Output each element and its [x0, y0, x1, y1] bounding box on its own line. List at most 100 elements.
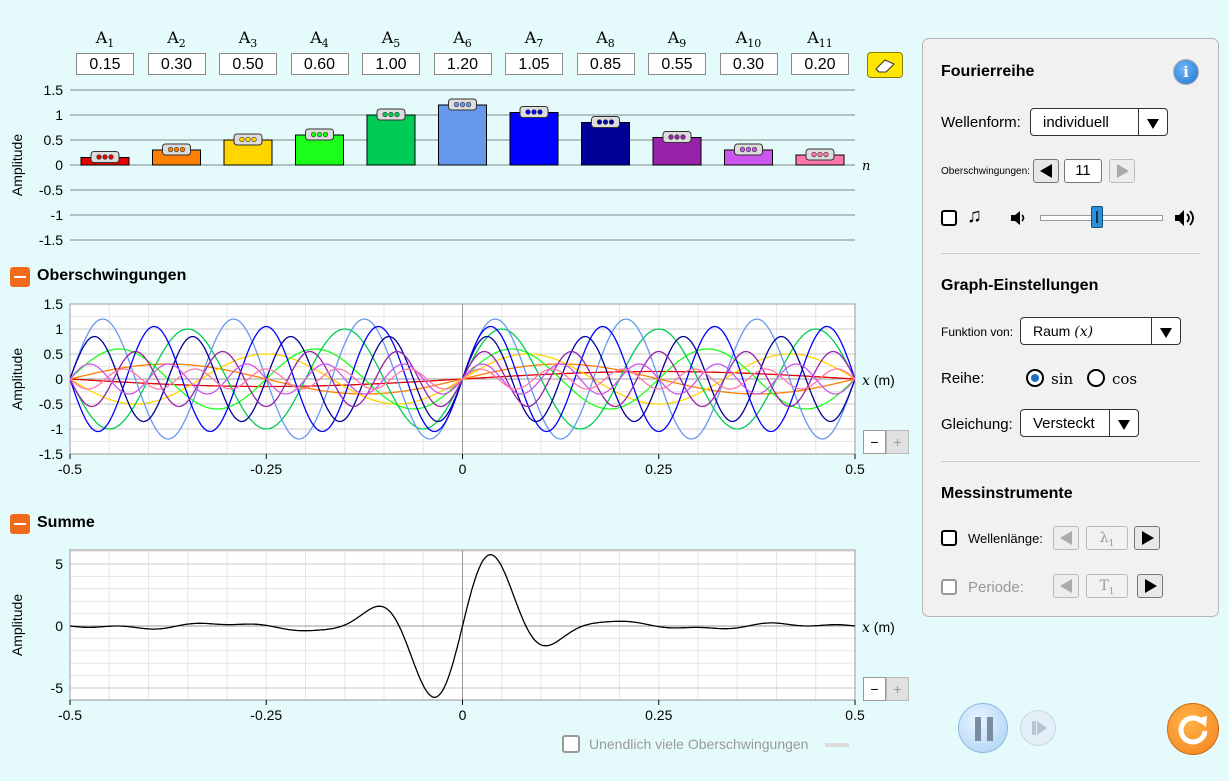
cos-label: cos — [1112, 370, 1138, 388]
amplitude-input[interactable]: 1.00 — [362, 53, 420, 75]
x-tick-label: 0 — [459, 461, 467, 477]
handle-dot — [96, 154, 102, 160]
y-tick-label: 0 — [55, 157, 63, 173]
amplitude-input[interactable]: 0.55 — [648, 53, 706, 75]
divider — [941, 253, 1200, 254]
amplitude-label: A1 — [95, 28, 115, 51]
function-select[interactable]: Raum (x) — [1020, 317, 1181, 345]
y-tick-label: 1 — [55, 107, 63, 123]
volume-slider-thumb[interactable] — [1091, 206, 1103, 228]
increase-harmonics-button[interactable] — [1109, 159, 1135, 183]
equation-value: Versteckt — [1033, 415, 1095, 432]
zoom-out-button[interactable]: − — [863, 430, 886, 454]
waveform-value: individuell — [1043, 114, 1109, 131]
handle-dot — [817, 151, 823, 158]
waveform-select[interactable]: individuell — [1030, 108, 1168, 136]
amplitude-input[interactable]: 0.50 — [219, 53, 277, 75]
step-icon — [1032, 721, 1036, 735]
zoom-out-button[interactable]: − — [863, 677, 886, 701]
reset-button[interactable] — [1167, 703, 1219, 755]
graph-settings-title: Graph-Einstellungen — [941, 277, 1099, 294]
x-axis-unit: (m) — [870, 619, 895, 635]
y-tick-label: -0.5 — [39, 396, 63, 412]
period-checkbox[interactable] — [941, 579, 957, 595]
handle-dot — [388, 111, 394, 118]
x-tick-label: -0.25 — [250, 461, 282, 477]
y-tick-label: 1.5 — [44, 296, 64, 312]
x-tick-label: 0.5 — [845, 707, 865, 723]
info-button[interactable]: i — [1173, 59, 1199, 85]
handle-dot — [459, 101, 466, 108]
handle-dot — [465, 101, 472, 108]
cos-radio[interactable] — [1087, 369, 1105, 387]
y-axis-label: Amplitude — [9, 348, 25, 410]
handle-dot — [668, 134, 674, 140]
x-tick-label: 0 — [459, 707, 467, 723]
x-axis-label: n — [862, 159, 870, 174]
amplitude-input[interactable]: 0.20 — [791, 53, 849, 75]
handle-dot — [531, 109, 537, 115]
eraser-icon — [875, 59, 895, 73]
handle-dot — [173, 146, 180, 153]
handle-dot — [453, 101, 460, 108]
amplitude-input[interactable]: 0.30 — [147, 53, 206, 75]
chevron-down-icon — [1138, 109, 1167, 135]
step-forward-button[interactable] — [1020, 710, 1056, 746]
zoom-in-button[interactable]: + — [886, 430, 909, 454]
handle-dot — [602, 119, 609, 125]
period-prev-button[interactable] — [1053, 574, 1079, 598]
amplitude-input[interactable]: 0.15 — [76, 53, 134, 75]
equation-select[interactable]: Versteckt — [1020, 409, 1139, 437]
harmonics-count-value: 11 — [1064, 159, 1102, 183]
sum-zoom: − + — [863, 677, 909, 701]
sound-checkbox[interactable] — [941, 210, 957, 226]
pause-button[interactable] — [958, 703, 1008, 753]
amplitude-input[interactable]: 1.05 — [505, 53, 563, 75]
harmonics-count-label: Oberschwingungen: — [941, 166, 1030, 177]
amplitude-bar[interactable] — [366, 114, 416, 166]
eraser-button[interactable] — [867, 52, 903, 78]
wavelength-checkbox[interactable] — [941, 530, 957, 546]
y-tick-label: -0.5 — [39, 182, 63, 198]
function-value: Raum (x) — [1033, 323, 1094, 340]
collapse-harmonics-button[interactable] — [10, 267, 30, 287]
handle-dot — [167, 146, 174, 153]
handle-dot — [310, 131, 317, 138]
amplitude-bar-chart[interactable]: 1.5 1 0.5 0 -0.5 -1 -1.5 Amplitude n — [0, 80, 900, 260]
series-label: Reihe: — [941, 370, 985, 387]
amplitude-input[interactable]: 1.20 — [433, 53, 492, 75]
amplitude-input[interactable]: 0.60 — [290, 53, 349, 75]
x-axis-label: x (m) — [862, 372, 895, 389]
decrease-harmonics-button[interactable] — [1033, 159, 1059, 183]
handle-dot — [102, 154, 108, 160]
amplitude-bar[interactable] — [438, 104, 487, 166]
wavelength-prev-button[interactable] — [1053, 526, 1079, 550]
y-tick-label: -1 — [51, 421, 64, 437]
infinite-harmonics-line — [825, 743, 849, 747]
sum-curve — [70, 554, 855, 698]
sin-radio[interactable] — [1026, 369, 1044, 387]
collapse-sum-button[interactable] — [10, 514, 30, 534]
amplitude-bar[interactable] — [509, 112, 559, 166]
y-tick-label: 0 — [55, 371, 63, 387]
handle-dot — [751, 146, 758, 153]
amplitude-input[interactable]: 0.30 — [719, 53, 778, 75]
amplitude-label: A10 — [735, 28, 762, 51]
period-next-button[interactable] — [1137, 574, 1163, 598]
wavelength-next-button[interactable] — [1134, 526, 1160, 550]
zoom-in-button[interactable]: + — [886, 677, 909, 701]
control-panel: Fourierreihe i Wellenform: individuell O… — [922, 38, 1219, 617]
handle-dot — [537, 109, 543, 115]
sum-chart: 5 0 -5 -0.5 -0.25 0 0.25 0.5 Amplitude x (m) — [9, 549, 895, 723]
amplitude-input[interactable]: 0.85 — [576, 53, 635, 75]
harmonics-chart: 1.510.50-0.5-1-1.5-0.5 -0.25 0 0.25 0.5Ampli… — [9, 296, 895, 477]
y-tick-label: 5 — [55, 556, 63, 572]
amplitude-bar[interactable] — [581, 122, 630, 166]
y-tick-label: -1 — [51, 207, 64, 223]
handle-dot — [596, 119, 603, 125]
equation-label: Gleichung: — [941, 416, 1013, 433]
x-tick-label: -0.5 — [58, 707, 82, 723]
y-tick-label: 1.5 — [44, 82, 64, 98]
infinite-harmonics-checkbox[interactable] — [562, 735, 580, 753]
handle-dot — [316, 131, 323, 138]
